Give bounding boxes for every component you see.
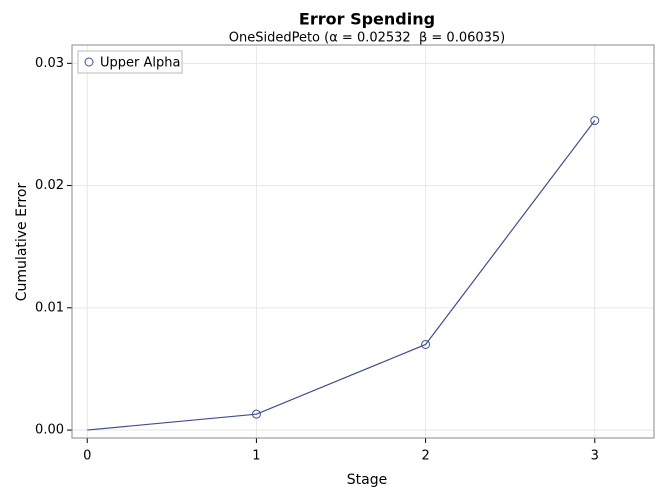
- legend-box: [77, 50, 183, 74]
- y-tick-label: 0.01: [35, 300, 64, 315]
- point: [251, 409, 261, 419]
- x-tick-label: 3: [591, 449, 599, 464]
- legend-marker: [84, 57, 94, 67]
- x-axis-label: Stage: [347, 472, 387, 488]
- x-tick-label: 2: [421, 449, 429, 464]
- y-tick-label: 0.03: [35, 56, 64, 71]
- y-tick-label: 0.02: [35, 178, 64, 193]
- x-tick-label: 0: [83, 449, 91, 464]
- legend-label: Upper Alpha: [100, 56, 180, 71]
- y-axis-label: Cumulative Error: [14, 183, 30, 302]
- plot-frame: [71, 44, 655, 439]
- chart-subtitle: OneSidedPeto (α = 0.02532 β = 0.06035): [229, 31, 506, 46]
- chart-title: Error Spending: [299, 10, 435, 29]
- point: [590, 116, 600, 126]
- series-line: [87, 120, 596, 431]
- point: [421, 339, 431, 349]
- x-tick-label: 1: [252, 449, 260, 464]
- y-tick-label: 0.00: [35, 423, 64, 438]
